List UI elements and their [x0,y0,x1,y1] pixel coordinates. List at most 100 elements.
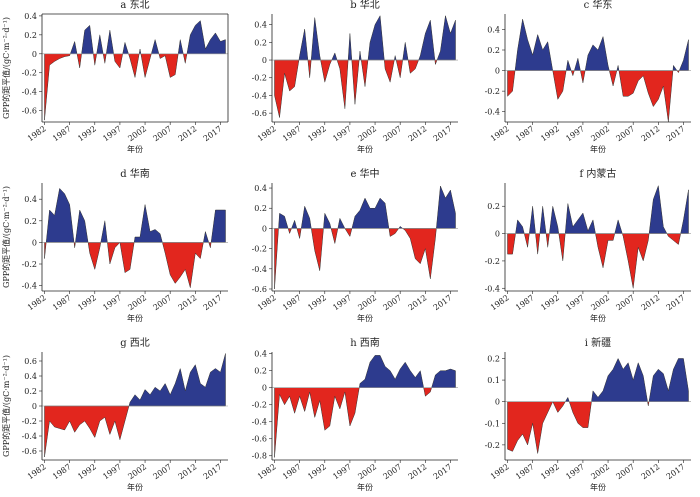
x-tick-label: 2007 [381,293,403,312]
y-tick-label: -0.6 [22,107,37,116]
y-tick-label: 0.4 [24,12,37,21]
x-tick-label: 2017 [432,462,454,481]
x-tick-label: 1997 [564,462,586,481]
area [274,185,456,289]
y-tick-label: 0.2 [24,217,37,226]
y-tick-label: -0.2 [252,74,267,83]
y-tick-label: 0.2 [24,31,37,40]
y-tick-label: -0.1 [485,419,500,428]
y-tick-label: 0.4 [254,21,267,30]
x-tick-label: 1997 [101,124,123,143]
panel-title: d 华南 [120,167,150,180]
y-tick-label: -0.6 [252,285,267,294]
x-tick-label: 1992 [76,293,98,312]
x-axis-label: 年份 [127,482,143,492]
x-tick-label: 2012 [177,462,199,481]
x-tick-label: 2012 [177,124,199,143]
y-tick-label: 0 [32,238,37,247]
x-tick-label: 2017 [432,293,454,312]
panel-title: i 新疆 [585,336,611,349]
y-axis-label: GPP的距平值/(gC·m⁻²·d⁻¹) [1,355,11,457]
area [507,357,689,454]
y-tick-label: 0 [262,224,267,233]
x-tick-label: 2012 [407,124,429,143]
y-tick-label: 0 [495,398,500,407]
x-tick-label: 1987 [281,124,303,143]
x-tick-label: 2002 [356,293,378,312]
x-tick-label: 1997 [101,293,123,312]
x-tick-label: 2002 [126,462,148,481]
x-tick-label: 1982 [256,462,278,481]
x-tick-label: 1992 [76,462,98,481]
x-tick-label: 2007 [151,124,173,143]
area [44,353,226,458]
x-tick-label: 1992 [539,462,561,481]
area [44,20,226,121]
y-tick-label: 0.2 [24,387,37,396]
y-axis-label: GPP的距平值/(gC·m⁻²·d⁻¹) [1,17,11,119]
x-axis-label: 年份 [357,313,373,323]
x-tick-label: 2002 [589,293,611,312]
x-tick-label: 2002 [589,124,611,143]
x-axis-label: 年份 [590,482,606,492]
y-tick-label: 0.4 [487,25,500,34]
x-axis-label: 年份 [590,144,606,154]
y-tick-label: -0.4 [485,284,500,293]
y-tick-label: -0.2 [252,401,267,410]
y-axis-label: GPP的距平值/(gC·m⁻²·d⁻¹) [1,186,11,288]
y-tick-label: -0.2 [22,69,37,78]
x-tick-label: 2007 [151,293,173,312]
x-tick-label: 1997 [331,124,353,143]
y-tick-label: 0.2 [254,38,267,47]
y-tick-label: -0.2 [252,245,267,254]
y-tick-label: -0.4 [22,88,37,97]
y-tick-label: 0.2 [254,204,267,213]
panel-title: a 东北 [120,0,149,11]
x-tick-label: 1992 [539,293,561,312]
panel-title: h 西南 [350,336,380,349]
x-tick-label: 2012 [407,293,429,312]
x-tick-label: 1987 [51,293,73,312]
x-axis-label: 年份 [357,144,373,154]
x-tick-label: 1982 [26,462,48,481]
y-tick-label: -0.6 [252,109,267,118]
y-tick-label: -0.8 [252,452,267,461]
x-tick-label: 2017 [202,462,224,481]
x-tick-label: 2012 [640,462,662,481]
y-tick-label: -0.2 [22,417,37,426]
x-tick-label: 2002 [356,124,378,143]
y-tick-label: -0.4 [252,91,267,100]
x-tick-label: 2012 [640,124,662,143]
y-tick-label: 0.6 [24,357,37,366]
x-axis-label: 年份 [127,313,143,323]
y-tick-label: -0.4 [22,432,37,441]
x-tick-label: 1997 [564,293,586,312]
y-tick-label: 0.1 [487,376,500,385]
x-tick-label: 1982 [256,293,278,312]
y-tick-label: 0.2 [254,367,267,376]
y-tick-label: -0.4 [485,108,500,117]
y-tick-label: 0 [32,50,37,59]
x-tick-label: 1982 [489,293,511,312]
x-tick-label: 2002 [589,462,611,481]
x-axis-label: 年份 [357,482,373,492]
panel-title: g 西北 [120,337,150,349]
x-tick-label: 2007 [151,462,173,481]
y-tick-label: -0.2 [485,441,500,450]
x-tick-label: 1987 [281,293,303,312]
x-tick-label: 1997 [331,293,353,312]
y-tick-label: 0.4 [254,350,267,359]
x-tick-label: 1987 [514,124,536,143]
y-tick-label: 0.2 [487,46,500,55]
area [507,185,689,289]
panel-title: f 内蒙古 [580,167,617,180]
y-tick-label: -0.6 [22,447,37,456]
area [44,187,226,288]
x-tick-label: 2002 [126,124,148,143]
x-tick-label: 1982 [489,124,511,143]
y-tick-label: 0 [262,384,267,393]
y-tick-label: -0.2 [485,87,500,96]
x-tick-label: 2012 [177,293,199,312]
x-tick-label: 2007 [614,293,636,312]
